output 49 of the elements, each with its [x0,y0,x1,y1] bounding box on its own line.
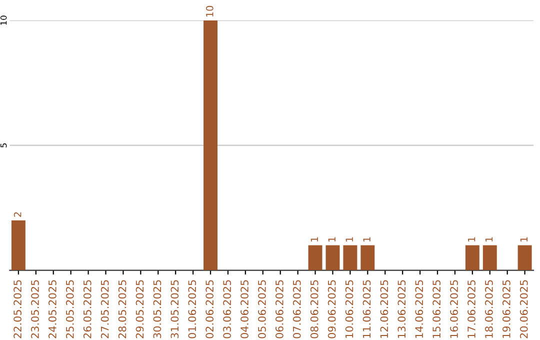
bar [360,245,375,270]
x-tick-label: 17.06.2025 [468,280,476,338]
x-tick-label: 04.06.2025 [240,280,248,338]
x-tick-label: 16.06.2025 [450,280,458,338]
x-tick-label: 02.06.2025 [206,280,214,338]
data-label: 10 [206,6,214,17]
x-tick-label: 03.06.2025 [223,280,231,338]
x-tick-label: 20.06.2025 [520,280,528,338]
x-tick-label: 22.05.2025 [14,280,22,338]
bar [482,245,497,270]
x-tick-label: 14.06.2025 [415,280,424,338]
x-tick-label: 11.06.2025 [362,280,371,338]
bar [204,20,218,270]
x-tick-label: 07.06.2025 [292,280,301,338]
data-label: 1 [468,237,476,242]
x-tick-label: 12.06.2025 [380,280,388,338]
x-tick-label: 13.06.2025 [398,280,406,338]
data-label: 1 [520,237,528,242]
x-tick-label: 24.05.2025 [48,280,56,338]
data-label: 2 [14,212,22,217]
bar [11,220,26,270]
x-tick-label: 27.05.2025 [100,280,109,338]
x-tick-label: 30.05.2025 [153,280,162,338]
data-label: 1 [485,237,493,242]
x-tick-label: 10.06.2025 [345,280,354,338]
x-tick-label: 15.06.2025 [432,280,441,338]
x-tick-label: 29.05.2025 [136,280,144,338]
x-tick-label: 23.05.2025 [31,280,39,338]
x-tick-label: 05.06.2025 [258,280,266,338]
x-tick-label: 08.06.2025 [310,280,318,338]
x-tick-label: 25.05.2025 [66,280,74,338]
bar [465,245,480,270]
x-tick-label: 28.05.2025 [118,280,126,338]
x-tick-label: 31.05.2025 [170,280,179,338]
data-label: 1 [328,237,336,242]
x-tick-label: 06.06.2025 [275,280,284,338]
y-tick-label: 5 [0,143,7,148]
bar [326,245,340,270]
x-tick-label: 19.06.2025 [502,280,510,338]
x-tick-label: 09.06.2025 [328,280,336,338]
data-label: 1 [346,237,353,242]
x-tick-label: 26.05.2025 [83,280,92,338]
x-tick-label: 01.06.2025 [188,280,196,338]
data-label: 1 [310,237,318,242]
data-label: 1 [363,237,370,242]
bar [308,245,322,270]
bar [343,245,358,270]
x-tick-label: 18.06.2025 [485,280,493,338]
bar [518,245,532,270]
